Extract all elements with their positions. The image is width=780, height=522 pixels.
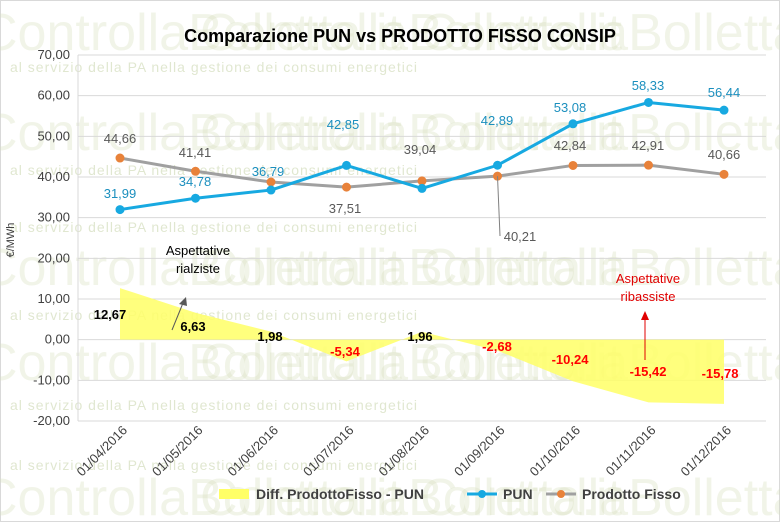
diff-area xyxy=(120,288,724,404)
annotation-arrow-line xyxy=(171,302,184,331)
legend-label-pun: PUN xyxy=(503,486,533,502)
watermark-brand: ControllaBolletta.it xyxy=(200,4,623,62)
prodotto-fisso-data-label: 44,66 xyxy=(104,131,137,146)
watermark-brand: ControllaBolletta.it xyxy=(200,239,623,297)
prodotto-fisso-data-label: 42,84 xyxy=(554,138,587,153)
annotation-text: ribassiste xyxy=(621,289,676,304)
pun-data-label: 34,78 xyxy=(179,174,212,189)
diff-data-label: -15,78 xyxy=(702,366,739,381)
pun-point xyxy=(644,97,653,107)
annotation-text: Aspettative xyxy=(166,243,230,258)
pun-point xyxy=(493,160,502,170)
annotation-arrowhead xyxy=(179,297,187,306)
watermark-tagline: al servizio della PA nella gestione dei … xyxy=(10,59,418,75)
watermark-tagline: al servizio della PA nella gestione dei … xyxy=(10,307,418,323)
prodotto-fisso-data-label: 39,04 xyxy=(404,142,437,157)
pun-point xyxy=(191,193,200,203)
diff-data-label: 12,67 xyxy=(94,307,127,322)
watermark-brand: ControllaBolletta.it xyxy=(0,239,403,297)
plot-area xyxy=(115,97,729,404)
annotation-arrowhead xyxy=(641,311,649,320)
legend-marker-fisso xyxy=(557,490,565,498)
pun-data-label: 42,85 xyxy=(327,117,360,132)
watermark-brand: ControllaBolletta.it xyxy=(420,239,780,297)
legend-swatch-diff xyxy=(219,489,249,499)
prodotto-fisso-point xyxy=(115,153,125,163)
pun-point xyxy=(115,205,125,215)
prodotto-fisso-data-label: 42,91 xyxy=(632,138,665,153)
watermark-brand: ControllaBolletta.it xyxy=(0,4,403,62)
annotations: Aspettative rialziste Aspettative ribassist… xyxy=(166,243,680,360)
watermark-brand: ControllaBolletta.it xyxy=(200,104,623,162)
diff-data-label: -15,42 xyxy=(630,364,667,379)
pun-data-label: 56,44 xyxy=(708,85,741,100)
diff-data-label: 1,96 xyxy=(407,329,432,344)
annotation-text: Aspettative xyxy=(616,271,680,286)
y-tick-label: -20,00 xyxy=(33,413,70,428)
annotation-text: rialziste xyxy=(176,261,220,276)
prodotto-fisso-data-label: 40,66 xyxy=(708,147,741,162)
legend-label-diff: Diff. ProdottoFisso - PUN xyxy=(256,486,424,502)
y-tick-label: 60,00 xyxy=(37,88,70,103)
y-tick-label: 0,00 xyxy=(45,332,70,347)
pun-point xyxy=(266,185,276,195)
prodotto-fisso-point xyxy=(417,176,427,186)
watermark-tagline: al servizio della PA nella gestione dei … xyxy=(10,162,418,178)
legend-marker-pun xyxy=(478,490,486,498)
diff-data-label: -2,68 xyxy=(482,339,512,354)
y-tick-label: 10,00 xyxy=(37,291,70,306)
legend: Diff. ProdottoFisso - PUN PUN Prodotto Fis… xyxy=(219,486,681,502)
prodotto-fisso-data-label: 41,41 xyxy=(179,145,212,160)
watermark-tagline: al servizio della PA nella gestione dei … xyxy=(10,219,418,235)
y-tick-label: -10,00 xyxy=(33,372,70,387)
y-tick-label: 40,00 xyxy=(37,169,70,184)
y-axis-title: €/MWh xyxy=(5,223,17,258)
legend-label-fisso: Prodotto Fisso xyxy=(582,486,681,502)
y-axis: -20,00 -10,00 0,00 10,00 20,00 30,00 40,00 50,0… xyxy=(33,47,70,428)
prodotto-fisso-point xyxy=(342,182,351,192)
watermark-brand: ControllaBolletta.it xyxy=(420,4,780,62)
watermark-brand: ControllaBolletta.it xyxy=(420,104,780,162)
diff-data-label: -10,24 xyxy=(552,352,590,367)
pun-point xyxy=(342,160,351,170)
watermark-tagline: al servizio della PA nella gestione dei … xyxy=(10,457,418,473)
label-leader-line xyxy=(497,176,501,237)
y-tick-label: 30,00 xyxy=(37,210,70,225)
pun-data-label: 53,08 xyxy=(554,100,587,115)
diff-data-label: 1,98 xyxy=(257,329,282,344)
prodotto-fisso-point xyxy=(719,169,729,179)
chart-title: Comparazione PUN vs PRODOTTO FISSO CONSI… xyxy=(184,26,616,46)
pun-data-label: 31,99 xyxy=(104,186,137,201)
pun-point xyxy=(719,105,729,115)
pun-point xyxy=(568,119,578,129)
pun-point xyxy=(417,183,427,193)
watermark-tagline: al servizio della PA nella gestione dei … xyxy=(10,397,418,413)
watermark-brand: ControllaBolletta.it xyxy=(0,104,403,162)
prodotto-fisso-point xyxy=(644,160,653,170)
prodotto-fisso-point xyxy=(568,160,578,170)
y-tick-label: 70,00 xyxy=(37,47,70,62)
prodotto-fisso-point xyxy=(266,177,276,187)
y-tick-label: 50,00 xyxy=(37,128,70,143)
prodotto-fisso-data-label: 37,51 xyxy=(329,201,362,216)
prodotto-fisso-data-label: 40,21 xyxy=(504,229,537,244)
diff-data-label: 6,63 xyxy=(180,319,205,334)
y-tick-label: 20,00 xyxy=(37,250,70,265)
pun-data-label: 36,79 xyxy=(252,164,285,179)
diff-data-label: -5,34 xyxy=(330,344,360,359)
prodotto-fisso-point xyxy=(191,166,200,176)
watermark-brand: ControllaBolletta.it xyxy=(0,469,403,522)
pun-data-label: 58,33 xyxy=(632,78,665,93)
pun-data-label: 42,89 xyxy=(481,113,514,128)
data-labels: 12,67 6,63 1,98 -5,34 1,96 -2,68 -10,24 -15,42 -… xyxy=(94,78,741,381)
